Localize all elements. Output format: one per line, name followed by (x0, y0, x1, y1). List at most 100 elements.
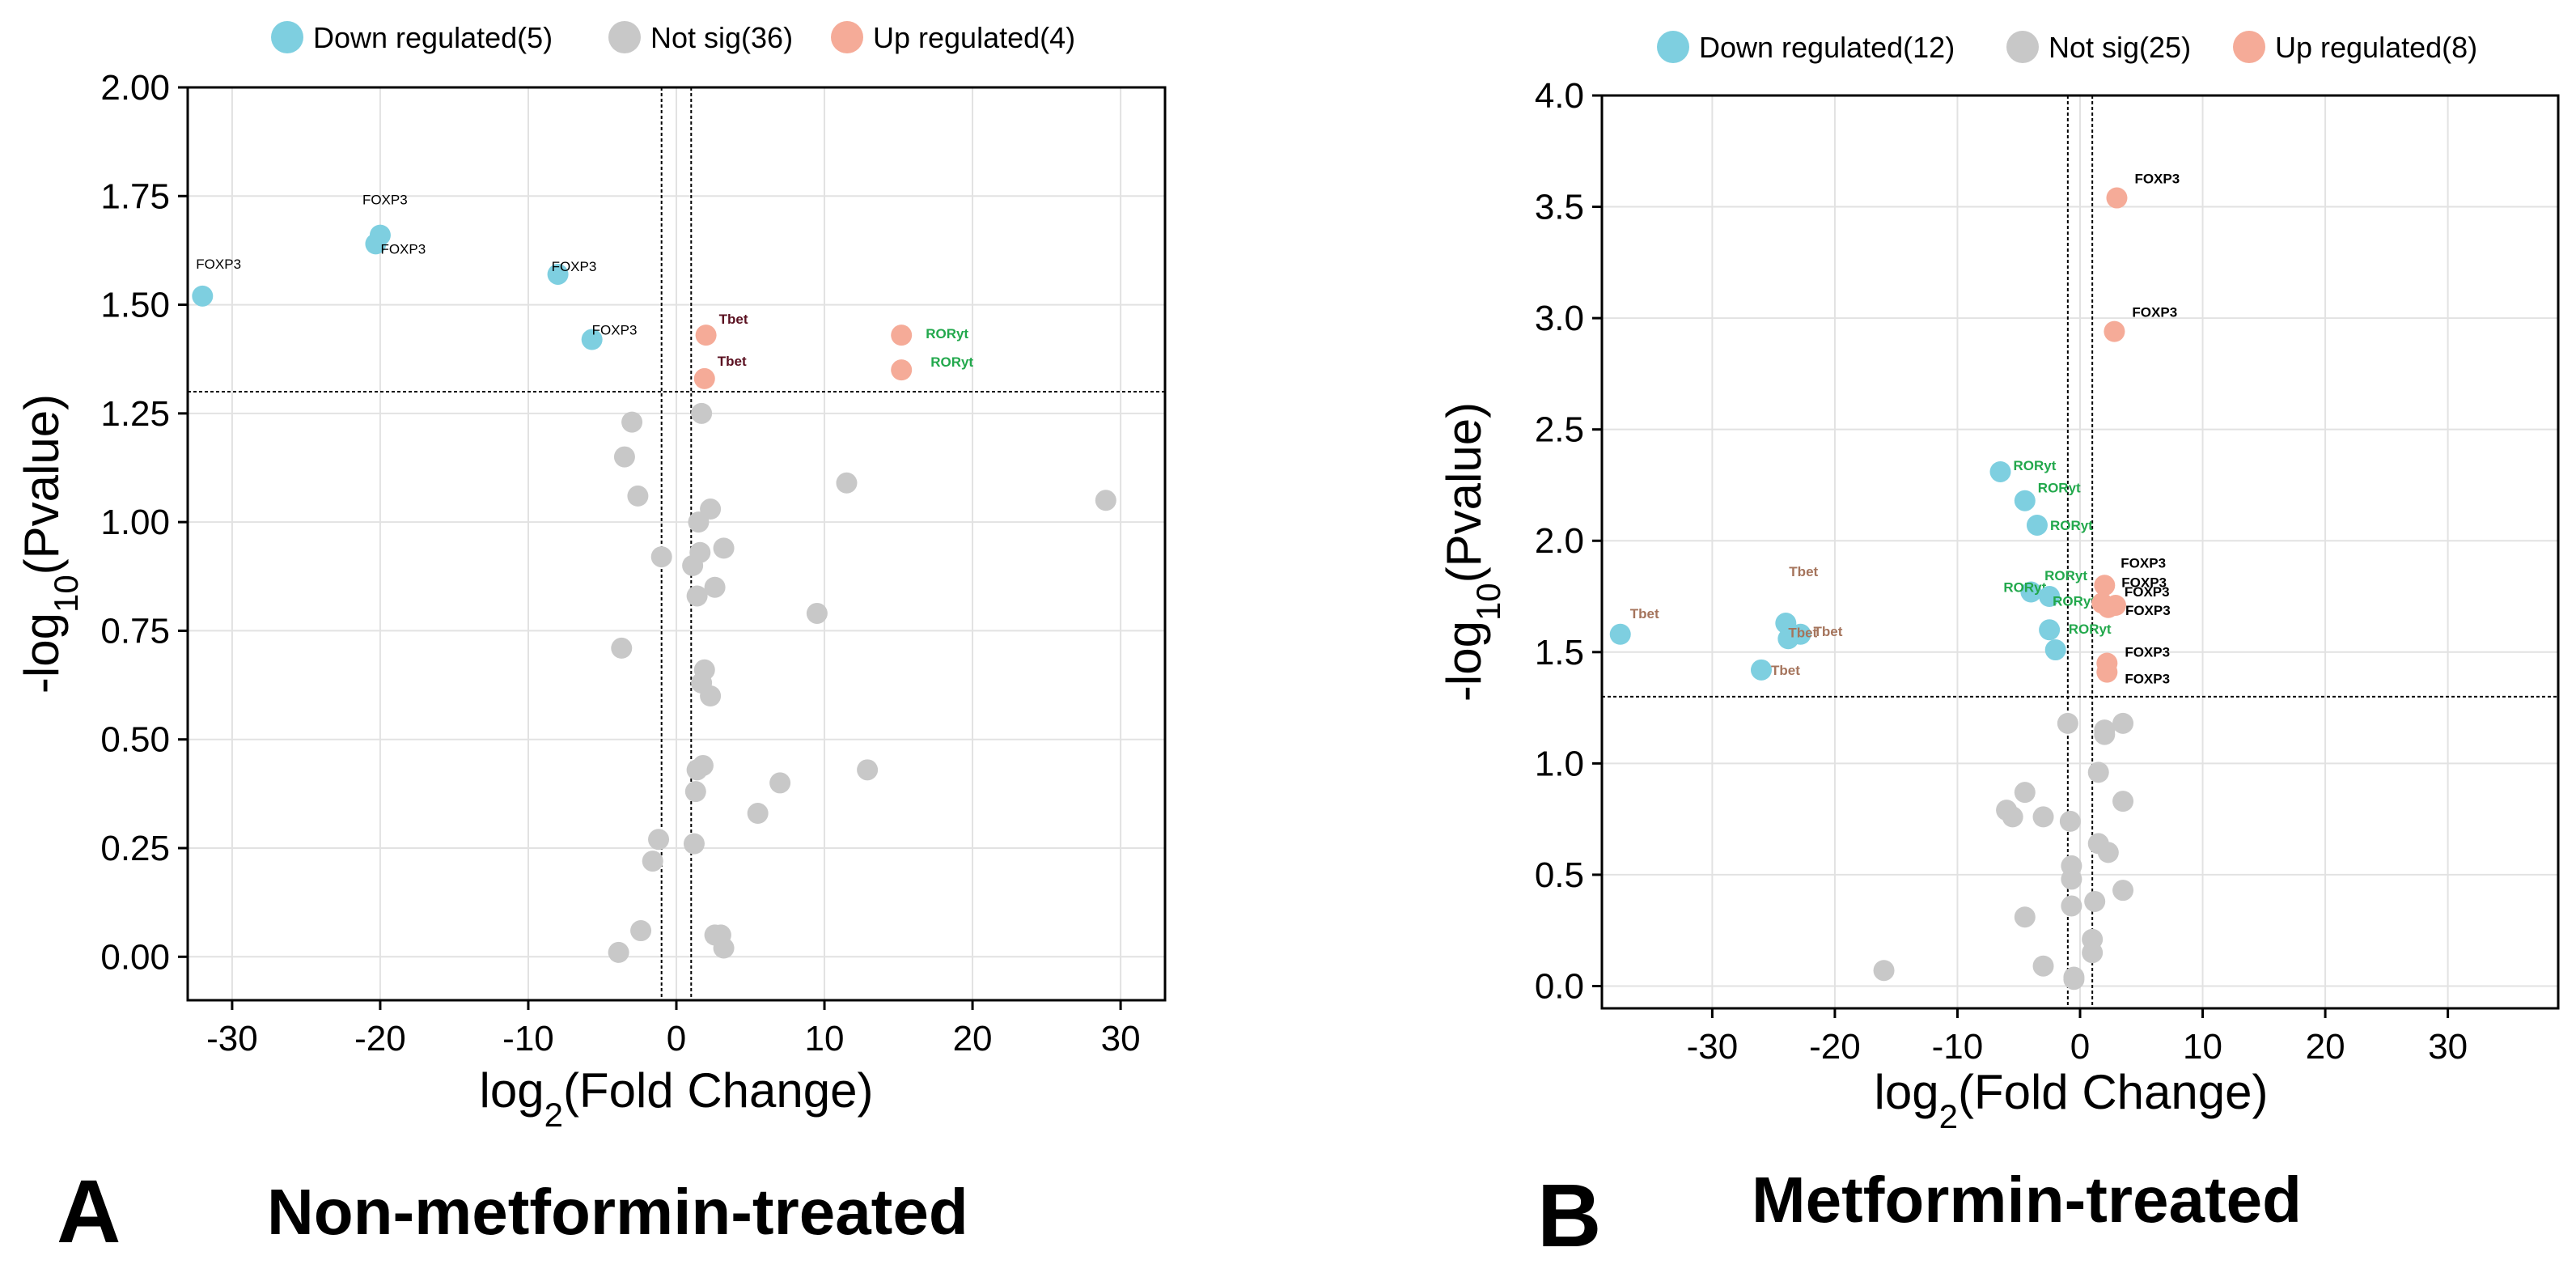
point-label: FOXP3 (380, 241, 426, 257)
point-ns (613, 446, 635, 468)
point-ns (686, 759, 708, 781)
y-tick-label: 2.5 (1535, 410, 1584, 450)
point-down (192, 285, 214, 307)
point-ns (2014, 782, 2036, 804)
point-label: FOXP3 (2132, 305, 2177, 320)
point-ns (2061, 895, 2082, 917)
panel-caption: Metformin-treated (1752, 1164, 2302, 1236)
x-tick-label: 0 (667, 1019, 686, 1059)
legend-marker-ns (608, 21, 641, 53)
point-ns (2112, 712, 2134, 734)
point-down (1775, 613, 1797, 634)
x-tick-label: 10 (805, 1019, 845, 1059)
point-ns (769, 772, 791, 794)
point-down (2039, 586, 2061, 608)
x-tick-label: 20 (2306, 1027, 2345, 1067)
y-tick-label: 3.0 (1535, 299, 1584, 338)
point-down (1777, 628, 1799, 650)
point-label: FOXP3 (592, 323, 638, 338)
point-down (581, 329, 603, 350)
y-tick-label: 1.00 (100, 503, 170, 542)
point-ns (1873, 960, 1895, 982)
point-label: RORyt (2003, 580, 2046, 596)
point-ns (2084, 890, 2106, 912)
point-label: FOXP3 (362, 193, 408, 208)
panel-caption: Non-metformin-treated (267, 1176, 968, 1248)
point-ns (700, 685, 722, 706)
x-tick-label: -30 (1687, 1027, 1739, 1067)
y-tick-label: 0.00 (100, 937, 170, 977)
y-tick-label: 2.00 (100, 68, 170, 108)
legend-marker-down (271, 21, 303, 53)
y-tick-label: 1.0 (1535, 744, 1584, 783)
point-label: FOXP3 (2125, 603, 2171, 618)
point-label: Tbet (1771, 663, 1800, 678)
point-ns (806, 602, 828, 624)
point-down (1751, 659, 1772, 681)
y-tick-label: 4.0 (1535, 76, 1584, 116)
x-axis-title-part: 2 (1939, 1097, 1958, 1135)
legend-label-up: Up regulated(8) (2275, 31, 2477, 64)
legend-label-ns: Not sig(25) (2049, 31, 2191, 64)
point-ns (621, 411, 643, 433)
x-tick-label: -10 (1932, 1027, 1984, 1067)
panel-b-volcano-plot: -30 -20 -10 0 10 20 30 0.0 0.5 1.0 1.5 2.0 2.5 3.0 3.5… (1437, 31, 2560, 1266)
point-label: Tbet (1788, 625, 1817, 640)
x-tick-label: 30 (2428, 1027, 2468, 1067)
point-up (2096, 661, 2118, 683)
x-axis-title-part: log (1875, 1065, 1939, 1119)
point-label: FOXP3 (196, 257, 241, 272)
point-ns (836, 472, 858, 494)
point-ns (2112, 880, 2134, 902)
x-axis-title-part: (Fold Change) (1958, 1065, 2269, 1119)
point-up (2104, 320, 2125, 342)
x-tick-label: 10 (2183, 1027, 2222, 1067)
point-ns (648, 829, 670, 851)
point-label: FOXP3 (2125, 672, 2170, 687)
point-ns (2057, 712, 2078, 734)
y-axis-title-part: 10 (1469, 583, 1507, 621)
point-label: RORyt (2069, 622, 2112, 637)
point-ns (2082, 942, 2104, 964)
x-axis-title-part: 2 (544, 1096, 563, 1134)
y-tick-label: 0.75 (100, 611, 170, 651)
y-axis-title-part: 10 (47, 575, 85, 613)
legend-marker-up (2233, 31, 2265, 63)
point-down (1609, 623, 1631, 645)
point-up (891, 359, 913, 381)
point-ns (686, 585, 708, 607)
point-down (2026, 514, 2048, 536)
point-ns (682, 554, 704, 576)
y-tick-label: 1.25 (100, 394, 170, 434)
point-ns (2032, 955, 2054, 977)
y-axis-title: -log10(Pvalue) (15, 394, 85, 694)
point-ns (611, 637, 633, 659)
point-ns (627, 485, 649, 507)
point-label: Tbet (719, 312, 748, 327)
legend-label-down: Down regulated(5) (313, 21, 553, 54)
y-axis-title-part: (Pvalue) (15, 394, 69, 575)
point-label: Tbet (718, 354, 747, 369)
point-label: RORyt (2050, 518, 2093, 533)
point-up (2094, 575, 2116, 596)
y-tick-label: 1.75 (100, 176, 170, 216)
point-up (2097, 596, 2119, 618)
point-label: FOXP3 (2121, 575, 2167, 590)
x-tick-label: 0 (2070, 1027, 2090, 1067)
y-axis-title-part: -log (15, 613, 69, 694)
point-ns (857, 759, 879, 781)
point-ns (683, 833, 705, 855)
point-label: RORyt (2038, 481, 2081, 496)
point-down (365, 233, 387, 255)
point-down (2014, 490, 2036, 511)
panel-letter: A (57, 1162, 121, 1262)
point-ns (642, 851, 663, 872)
point-ns (2014, 906, 2036, 928)
point-up (891, 325, 913, 346)
point-ns (2059, 810, 2081, 832)
y-tick-label: 0.25 (100, 829, 170, 868)
point-down (2039, 619, 2061, 641)
point-down (2044, 639, 2066, 661)
y-tick-label: 1.50 (100, 286, 170, 325)
